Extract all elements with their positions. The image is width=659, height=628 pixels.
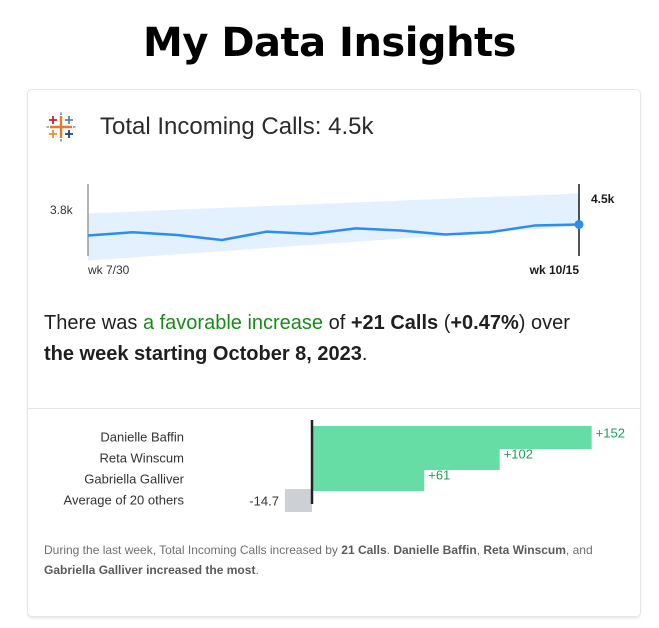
divider xyxy=(28,408,640,409)
summary-segment: . xyxy=(255,563,259,577)
summary-segment: During the last week, Total Incoming Cal… xyxy=(44,543,342,557)
summary-segment: . xyxy=(386,543,394,557)
sparkline-line xyxy=(87,223,580,242)
driver-name: Gabriella Galliver xyxy=(84,472,184,487)
forecast-band xyxy=(88,193,579,261)
driver-bar[interactable] xyxy=(312,447,500,470)
insight-narrative: There was a favorable increase of +21 Ca… xyxy=(44,308,624,370)
driver-name: Danielle Baffin xyxy=(100,430,184,445)
sparkline-y-label: 3.8k xyxy=(50,203,74,217)
narrative-text: ) over xyxy=(518,312,570,334)
sparkline-chart: 3.8k 4.5k wk 7/30 wk 10/15 xyxy=(50,184,615,277)
summary-bold: 21 Calls xyxy=(341,543,387,557)
sparkline-end-point[interactable] xyxy=(574,219,584,229)
card-header: Total Incoming Calls: 4.5k xyxy=(46,112,373,142)
summary-segment: , xyxy=(476,543,484,557)
tableau-logo-icon xyxy=(46,112,76,142)
summary-bold: Gabriella Galliver xyxy=(44,563,143,577)
driver-bar[interactable] xyxy=(284,489,312,512)
driver-value-label: +152 xyxy=(596,426,625,441)
favorable-phrase: a favorable increase xyxy=(142,312,324,334)
change-amount: +21 Calls xyxy=(350,312,439,334)
sparkline-end-tick: wk 10/15 xyxy=(529,263,580,277)
page-title: My Data Insights xyxy=(143,20,516,66)
driver-bar[interactable] xyxy=(312,426,592,449)
summary-bold: Danielle Baffin xyxy=(393,543,477,557)
driver-name: Reta Winscum xyxy=(99,451,184,466)
driver-value-label: +102 xyxy=(504,447,533,462)
narrative-text: . xyxy=(361,343,368,365)
narrative-text: ( xyxy=(438,312,451,334)
narrative-text: of xyxy=(323,312,351,334)
summary-segment: , and xyxy=(565,543,593,557)
period-label: the week starting October 8, 2023 xyxy=(44,343,362,365)
driver-name: Average of 20 others xyxy=(64,493,185,508)
summary-text: During the last week, Total Incoming Cal… xyxy=(44,540,614,580)
summary-bold: increased the most xyxy=(146,563,256,577)
drivers-bar-chart: Danielle Baffin +152 Reta Winscum +102 Gabri… xyxy=(64,420,625,512)
insight-card[interactable]: Total Incoming Calls: 4.5k 3.8k 4.5k wk … xyxy=(28,90,640,616)
metric-title: Total Incoming Calls: 4.5k xyxy=(100,113,374,140)
summary-bold: Reta Winscum xyxy=(483,543,566,557)
sparkline-start-tick: wk 7/30 xyxy=(87,263,130,277)
change-percent: +0.47% xyxy=(450,312,519,334)
driver-value-label: +61 xyxy=(428,468,450,483)
driver-bar[interactable] xyxy=(312,468,425,491)
driver-value-label: -14.7 xyxy=(249,494,279,509)
sparkline-end-label: 4.5k xyxy=(591,192,615,206)
narrative-text: There was xyxy=(44,312,143,334)
